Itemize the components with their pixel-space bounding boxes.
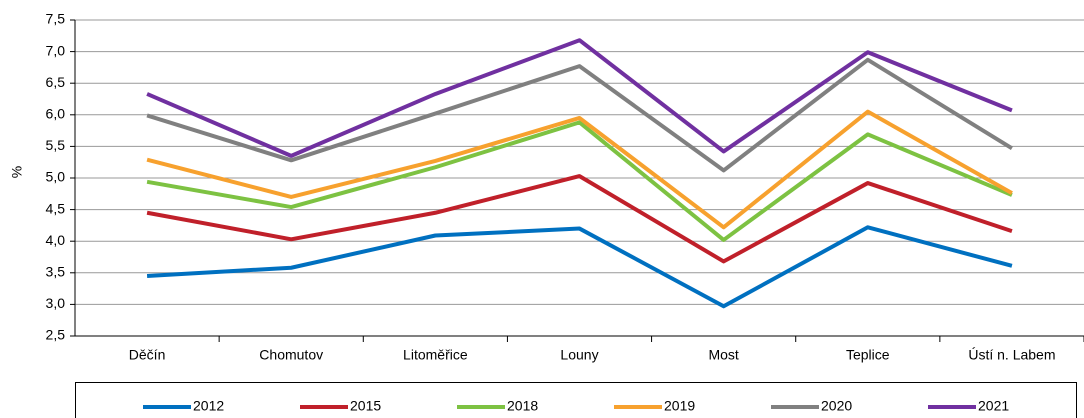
x-tick-label: Děčín <box>129 347 166 363</box>
series-line <box>146 109 1013 230</box>
x-tick-label: Litoměřice <box>403 347 468 363</box>
legend-label: 2018 <box>507 398 538 414</box>
x-tick-label: Teplice <box>846 347 890 363</box>
y-tick-label: 2,5 <box>46 327 66 343</box>
y-tick-label: 6,5 <box>46 74 66 90</box>
y-tick-label: 3,5 <box>46 264 66 280</box>
y-tick-label: 4,0 <box>46 232 66 248</box>
legend-label: 2020 <box>821 398 852 414</box>
legend-label: 2015 <box>350 398 381 414</box>
y-axis-label: % <box>9 166 25 178</box>
x-tick-label: Louny <box>560 347 598 363</box>
x-tick-label: Chomutov <box>259 347 323 363</box>
x-tick-label: Ústí n. Labem <box>968 347 1055 363</box>
legend-label: 2021 <box>978 398 1009 414</box>
series-line <box>146 174 1013 264</box>
x-tick-label: Most <box>708 347 738 363</box>
y-tick-label: 7,0 <box>46 42 66 58</box>
y-tick-label: 3,0 <box>46 295 66 311</box>
y-tick-label: 7,5 <box>46 11 66 27</box>
y-tick-label: 6,0 <box>46 106 66 122</box>
y-tick-label: 5,0 <box>46 169 66 185</box>
y-tick-label: 4,5 <box>46 200 66 216</box>
series-line <box>146 120 1013 242</box>
series-line <box>146 38 1013 158</box>
legend-label: 2012 <box>193 398 224 414</box>
series-line <box>146 225 1013 309</box>
legend-box <box>75 382 1077 418</box>
y-tick-label: 5,5 <box>46 137 66 153</box>
series-line <box>146 57 1013 173</box>
legend-label: 2019 <box>664 398 695 414</box>
